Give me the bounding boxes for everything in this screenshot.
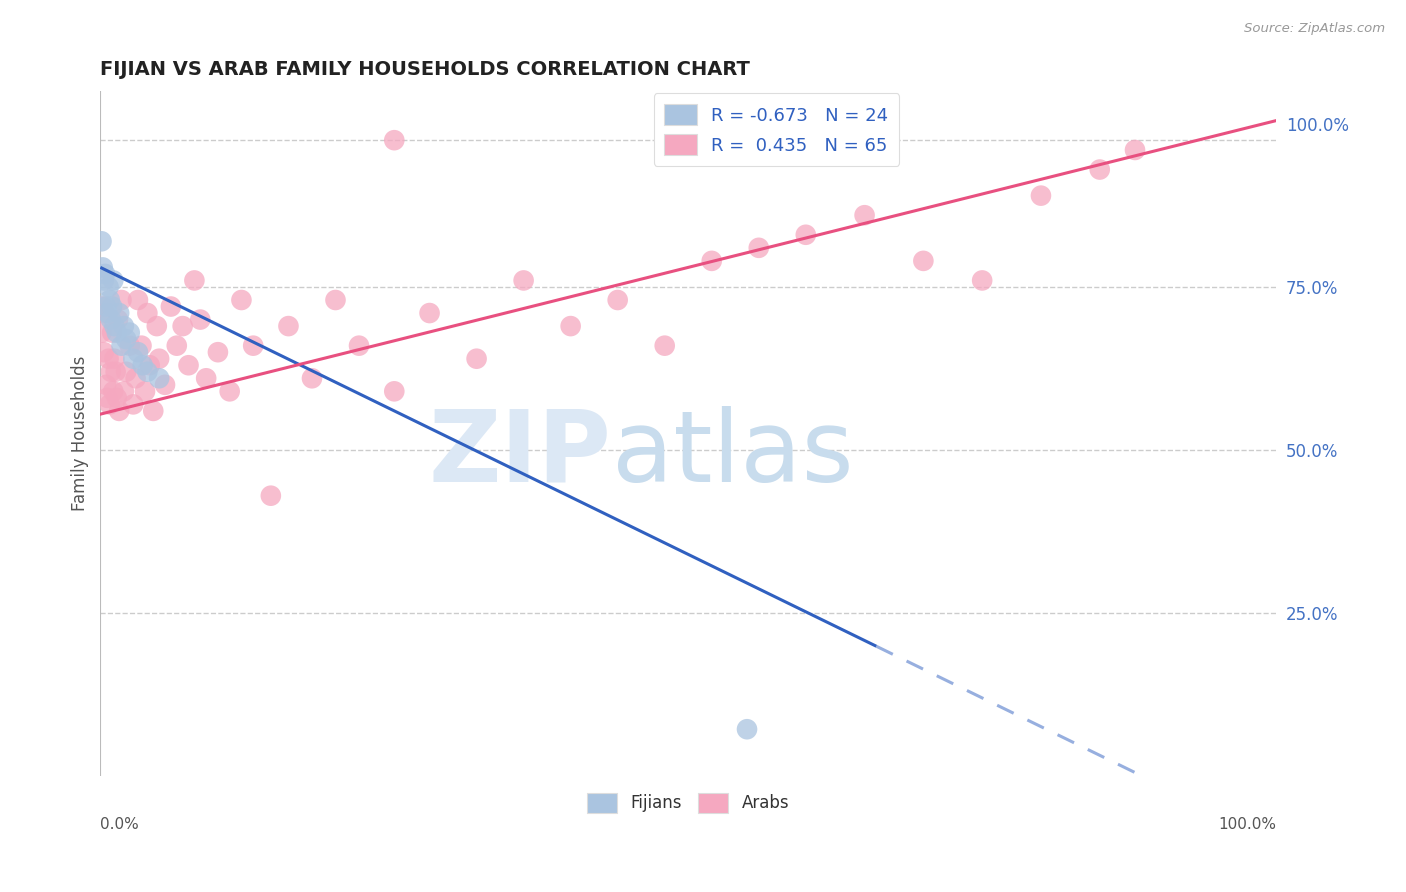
Point [110,293,132,307]
Point [103,273,125,287]
Point [107,312,129,326]
Point [218,384,240,399]
Point [100,365,122,379]
Text: Source: ZipAtlas.com: Source: ZipAtlas.com [1244,22,1385,36]
Point [382,133,405,147]
Point [231,293,253,307]
Point [382,384,405,399]
Point [90,326,112,340]
Point [103,384,125,399]
Point [101,300,124,314]
Point [172,319,194,334]
Point [115,365,138,379]
Point [325,293,347,307]
Point [104,365,127,379]
Point [148,371,170,385]
Point [188,312,211,326]
Point [1088,162,1111,177]
Point [105,326,128,340]
Point [108,306,131,320]
Point [1123,143,1146,157]
Point [138,358,160,372]
Point [347,339,370,353]
Point [93,345,115,359]
Point [90,235,112,249]
Point [195,371,218,385]
Point [853,208,876,222]
Point [700,253,723,268]
Point [183,273,205,287]
Point [118,339,141,353]
Point [606,293,628,307]
Point [122,351,145,366]
Point [96,306,118,320]
Point [972,273,994,287]
Point [103,351,125,366]
Point [103,319,125,334]
Point [101,326,124,340]
Point [912,253,935,268]
Point [301,371,323,385]
Point [160,300,183,314]
Point [96,300,118,314]
Point [166,339,188,353]
Point [110,339,132,353]
Point [91,260,114,275]
Point [676,133,699,147]
Point [112,319,135,334]
Point [153,377,176,392]
Text: FIJIAN VS ARAB FAMILY HOUSEHOLDS CORRELATION CHART: FIJIAN VS ARAB FAMILY HOUSEHOLDS CORRELA… [100,60,751,78]
Point [748,241,770,255]
Text: ZIP: ZIP [429,406,612,503]
Point [512,273,534,287]
Point [118,326,141,340]
Point [654,339,676,353]
Point [136,365,159,379]
Point [134,384,156,399]
Point [97,280,120,294]
Point [96,377,118,392]
Point [465,351,488,366]
Point [260,489,283,503]
Point [142,404,165,418]
Point [177,358,200,372]
Point [108,404,131,418]
Point [98,293,121,307]
Point [242,339,264,353]
Point [112,384,135,399]
Text: 100.0%: 100.0% [1218,817,1277,832]
Point [115,332,138,346]
Point [124,371,146,385]
Point [131,339,153,353]
Point [794,227,817,242]
Point [207,345,229,359]
Point [560,319,582,334]
Point [127,345,149,359]
Point [735,723,758,737]
Point [122,397,145,411]
Point [97,351,120,366]
Point [146,319,169,334]
Point [131,358,153,372]
Point [148,351,170,366]
Point [127,293,149,307]
Text: atlas: atlas [612,406,853,503]
Point [100,312,122,326]
Point [96,391,118,405]
Point [136,306,159,320]
Legend: Fijians, Arabs: Fijians, Arabs [581,787,796,819]
Point [105,391,128,405]
Point [94,267,117,281]
Point [93,273,115,287]
Text: 0.0%: 0.0% [100,817,139,832]
Point [419,306,441,320]
Point [91,300,114,314]
Point [98,397,121,411]
Point [277,319,299,334]
Y-axis label: Family Households: Family Households [72,356,89,511]
Point [1029,188,1052,202]
Point [94,306,117,320]
